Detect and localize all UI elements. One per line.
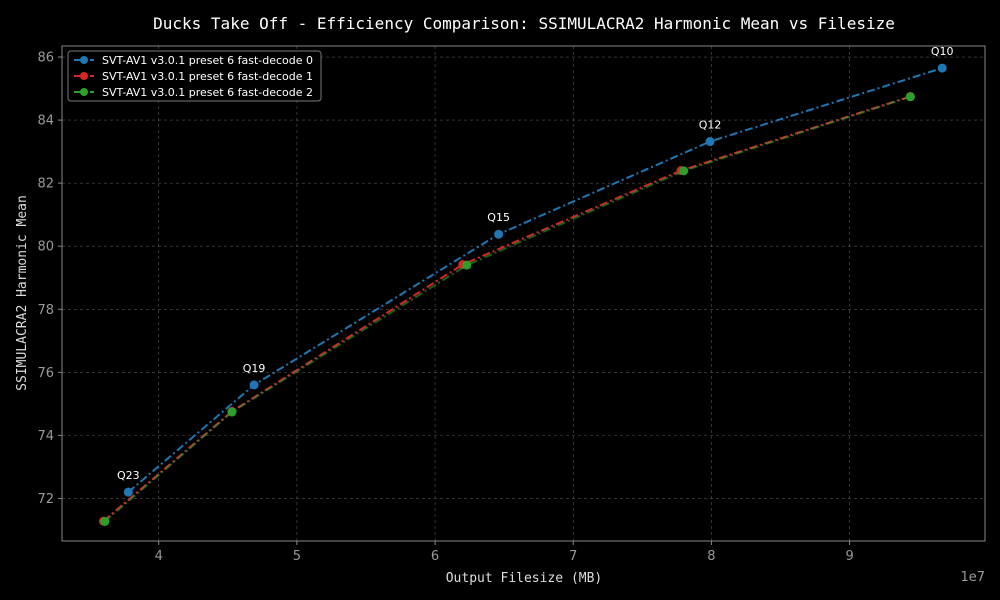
grid	[62, 46, 985, 541]
legend: SVT-AV1 v3.0.1 preset 6 fast-decode 0 SVT…	[67, 50, 322, 102]
x-tick-label: 9	[845, 549, 853, 564]
legend-label: SVT-AV1 v3.0.1 preset 6 fast-decode 2	[102, 86, 313, 99]
legend-item: SVT-AV1 v3.0.1 preset 6 fast-decode 0	[74, 54, 313, 67]
series-point	[123, 487, 133, 497]
annotations: Q23 Q19 Q15 Q12 Q10	[117, 45, 953, 482]
x-tick-label: 4	[155, 549, 163, 564]
y-tick-label: 84	[37, 114, 54, 129]
y-tick-label: 78	[37, 303, 54, 318]
legend-label: SVT-AV1 v3.0.1 preset 6 fast-decode 1	[102, 70, 313, 83]
series-point	[494, 229, 504, 239]
y-tick-label: 86	[37, 51, 54, 66]
chart-title: Ducks Take Off - Efficiency Comparison: …	[153, 14, 895, 33]
series-3	[100, 92, 915, 526]
series-point	[227, 407, 237, 417]
point-annotation: Q23	[117, 469, 140, 482]
legend-box	[67, 50, 322, 102]
point-annotation: Q15	[487, 211, 510, 224]
x-tick-label: 6	[431, 549, 439, 564]
legend-item: SVT-AV1 v3.0.1 preset 6 fast-decode 1	[74, 70, 313, 83]
legend-label: SVT-AV1 v3.0.1 preset 6 fast-decode 0	[102, 54, 313, 67]
point-annotation: Q12	[699, 119, 722, 132]
x-tick-label: 7	[569, 549, 577, 564]
legend-item: SVT-AV1 v3.0.1 preset 6 fast-decode 2	[74, 86, 313, 99]
y-tick-label: 72	[37, 492, 54, 507]
legend-marker	[80, 88, 88, 96]
legend-marker	[80, 72, 88, 80]
series-point	[705, 137, 715, 147]
series-point	[249, 380, 259, 390]
plot-area-frame	[61, 45, 986, 542]
y-tick-label: 82	[37, 177, 54, 192]
point-annotation: Q10	[931, 45, 954, 58]
series-point	[100, 516, 110, 526]
y-tick-label: 74	[37, 429, 54, 444]
point-annotation: Q19	[243, 362, 266, 375]
series-line	[102, 95, 911, 522]
x-axis-label: Output Filesize (MB)	[446, 571, 603, 586]
y-tick-label: 76	[37, 366, 54, 381]
y-axis-label: SSIMULACRA2 Harmonic Mean	[15, 195, 30, 391]
x-tick-label: 8	[707, 549, 715, 564]
x-axis-offset-label: 1e7	[960, 570, 985, 585]
legend-marker	[80, 56, 88, 64]
series-point	[679, 166, 689, 176]
series-point	[905, 92, 915, 102]
series-1	[123, 63, 947, 497]
x-tick-label: 5	[293, 549, 301, 564]
y-tick-label: 80	[37, 240, 54, 255]
series-point	[937, 63, 947, 73]
series-layer	[98, 63, 947, 526]
series-point	[462, 260, 472, 270]
